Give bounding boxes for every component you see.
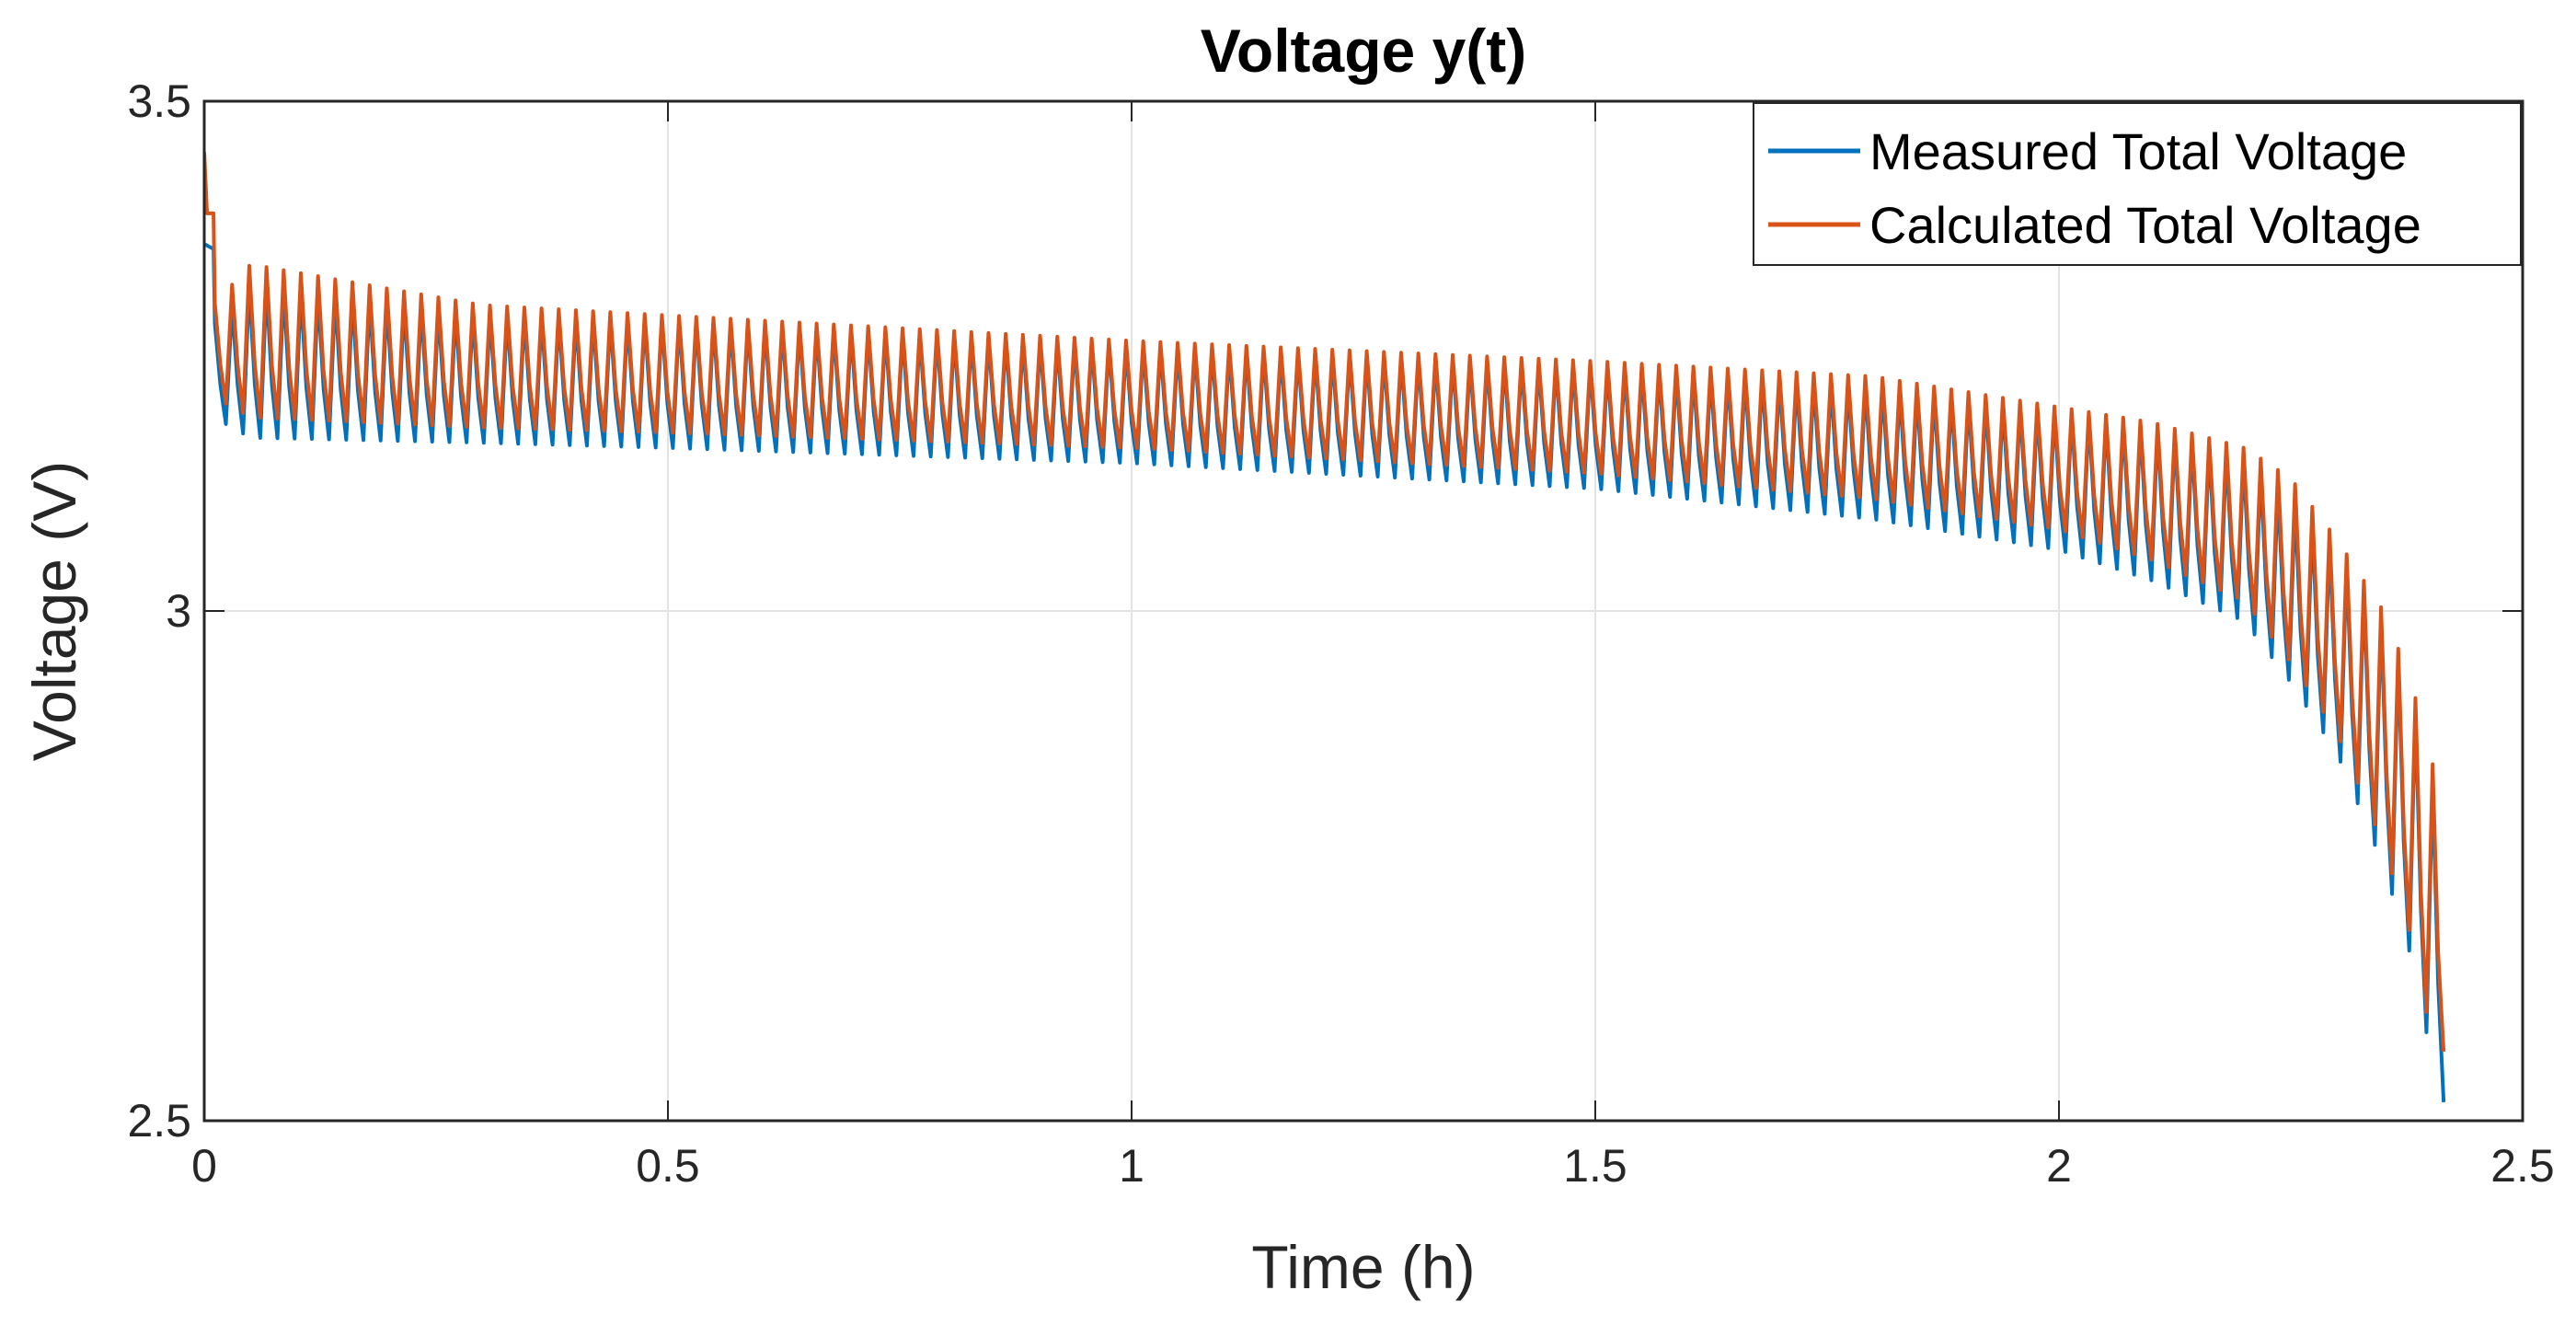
series-line-calculated xyxy=(204,152,2446,1053)
x-tick-label: 0 xyxy=(191,1140,217,1192)
legend: Measured Total Voltage Calculated Total … xyxy=(1753,102,2522,266)
tick-layer: 0 0.5 1 1.5 2 2.5 2.5 3 3.5 xyxy=(127,75,2554,1192)
series-layer xyxy=(204,152,2446,1102)
x-tick-label: 2.5 xyxy=(2490,1140,2555,1192)
chart-title: Voltage y(t) xyxy=(1201,17,1526,85)
x-axis-label: Time (h) xyxy=(1251,1233,1475,1301)
y-axis-label: Voltage (V) xyxy=(20,461,88,762)
legend-label-calculated: Calculated Total Voltage xyxy=(1869,196,2421,254)
y-tick-label: 3 xyxy=(166,585,191,637)
x-tick-label: 2 xyxy=(2046,1140,2072,1192)
legend-box xyxy=(1753,102,2522,266)
legend-label-measured: Measured Total Voltage xyxy=(1869,122,2407,180)
x-tick-label: 1 xyxy=(1119,1140,1144,1192)
x-tick-label: 1.5 xyxy=(1563,1140,1627,1192)
y-tick-label: 3.5 xyxy=(127,75,191,127)
x-tick-label: 0.5 xyxy=(636,1140,700,1192)
y-tick-label: 2.5 xyxy=(127,1095,191,1146)
